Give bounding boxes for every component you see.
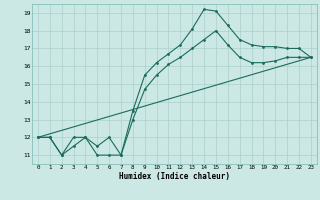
X-axis label: Humidex (Indice chaleur): Humidex (Indice chaleur)	[119, 172, 230, 181]
